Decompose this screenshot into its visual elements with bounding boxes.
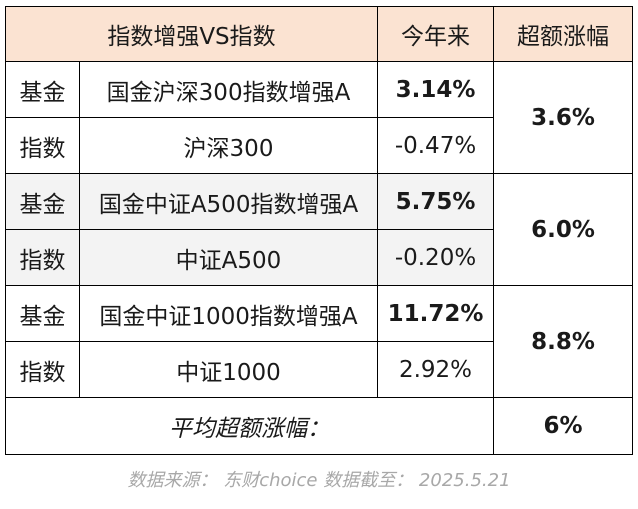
fund-type-cell: 基金: [5, 173, 80, 230]
fund-name-cell: 国金中证1000指数增强A: [79, 285, 378, 342]
fund-ytd-cell: 5.75%: [377, 173, 494, 230]
header-ytd: 今年来: [377, 6, 494, 62]
excess-cell: 6.0%: [493, 173, 633, 286]
header-excess: 超额涨幅: [493, 6, 633, 62]
average-label: 平均超额涨幅：: [5, 397, 494, 455]
index-type-cell: 指数: [5, 117, 80, 174]
table-header-row: 指数增强VS指数 今年来 超额涨幅: [5, 6, 633, 62]
fund-ytd-cell: 11.72%: [377, 285, 494, 342]
index-type-cell: 指数: [5, 229, 80, 286]
average-value: 6%: [493, 397, 633, 455]
excess-cell: 3.6%: [493, 61, 633, 174]
index-name-cell: 中证A500: [79, 229, 378, 286]
fund-name-cell: 国金中证A500指数增强A: [79, 173, 378, 230]
header-pair: 指数增强VS指数: [5, 6, 378, 62]
index-ytd-cell: 2.92%: [377, 341, 494, 398]
index-ytd-cell: -0.47%: [377, 117, 494, 174]
table-row: 基金 国金中证A500指数增强A 5.75% 6.0%: [5, 173, 633, 286]
fund-ytd-cell: 3.14%: [377, 61, 494, 118]
index-name-cell: 沪深300: [79, 117, 378, 174]
performance-table: 指数增强VS指数 今年来 超额涨幅 基金 国金沪深300指数增强A 3.14% …: [5, 6, 633, 455]
table-row: 基金 国金沪深300指数增强A 3.14% 3.6%: [5, 61, 633, 174]
fund-type-cell: 基金: [5, 285, 80, 342]
index-name-cell: 中证1000: [79, 341, 378, 398]
excess-cell: 8.8%: [493, 285, 633, 398]
table-row: 指数 中证A500 -0.20%: [5, 229, 633, 286]
table-row: 指数 沪深300 -0.47%: [5, 117, 633, 174]
data-source-note: 数据来源： 东财choice 数据截至： 2025.5.21: [127, 470, 511, 491]
table-row: 指数 中证1000 2.92%: [5, 341, 633, 398]
index-ytd-cell: -0.20%: [377, 229, 494, 286]
average-row: 平均超额涨幅： 6%: [5, 397, 633, 455]
index-type-cell: 指数: [5, 341, 80, 398]
table-row: 基金 国金中证1000指数增强A 11.72% 8.8%: [5, 285, 633, 398]
fund-name-cell: 国金沪深300指数增强A: [79, 61, 378, 118]
fund-type-cell: 基金: [5, 61, 80, 118]
